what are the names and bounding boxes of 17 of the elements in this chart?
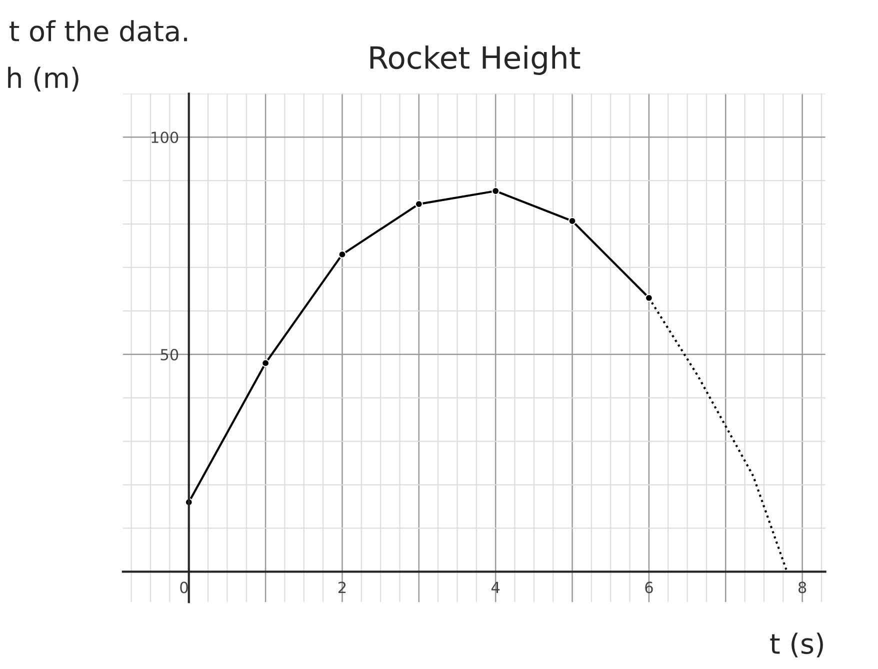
point [262,359,270,368]
x-tick-label: 4 [491,582,500,594]
point [644,294,653,302]
y-axis-title: h (m) [8,66,78,92]
chart-title: Rocket Height [370,45,580,76]
point [338,250,346,258]
point [568,216,576,225]
point [492,187,500,195]
text: t of the data. [10,20,187,42]
point [414,200,423,208]
x-axis-title: t (s) [770,632,823,658]
x-tick-label: 6 [645,582,653,594]
y-tick-label: 50 [160,348,178,360]
y-tick-label: 100 [152,132,178,144]
x-tick-label: 0 [180,582,188,594]
x-tick-label: 2 [338,582,346,594]
x-tick-label: 8 [798,582,806,594]
